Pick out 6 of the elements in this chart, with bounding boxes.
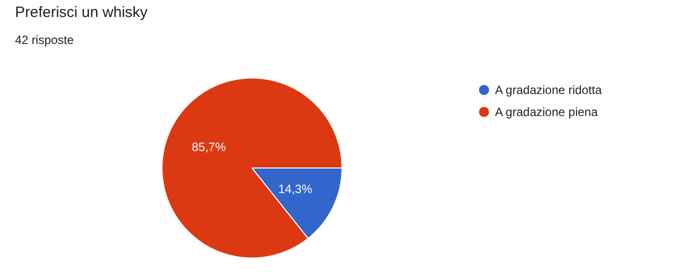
chart-title: Preferisci un whisky	[15, 4, 148, 21]
data-label: 85,7%	[192, 140, 226, 154]
legend-label: A gradazione ridotta	[495, 83, 602, 97]
legend-label: A gradazione piena	[495, 105, 598, 119]
text: 42 risposte	[15, 33, 74, 47]
data-label: 14,3%	[278, 182, 313, 196]
